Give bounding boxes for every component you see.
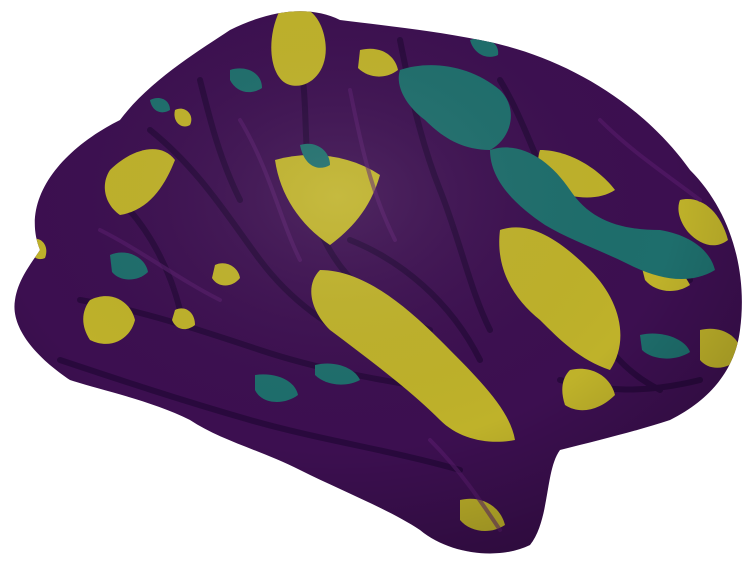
brain-render-canvas [14,11,742,554]
brain-surface-figure [14,11,742,554]
surface-shading [14,11,742,554]
